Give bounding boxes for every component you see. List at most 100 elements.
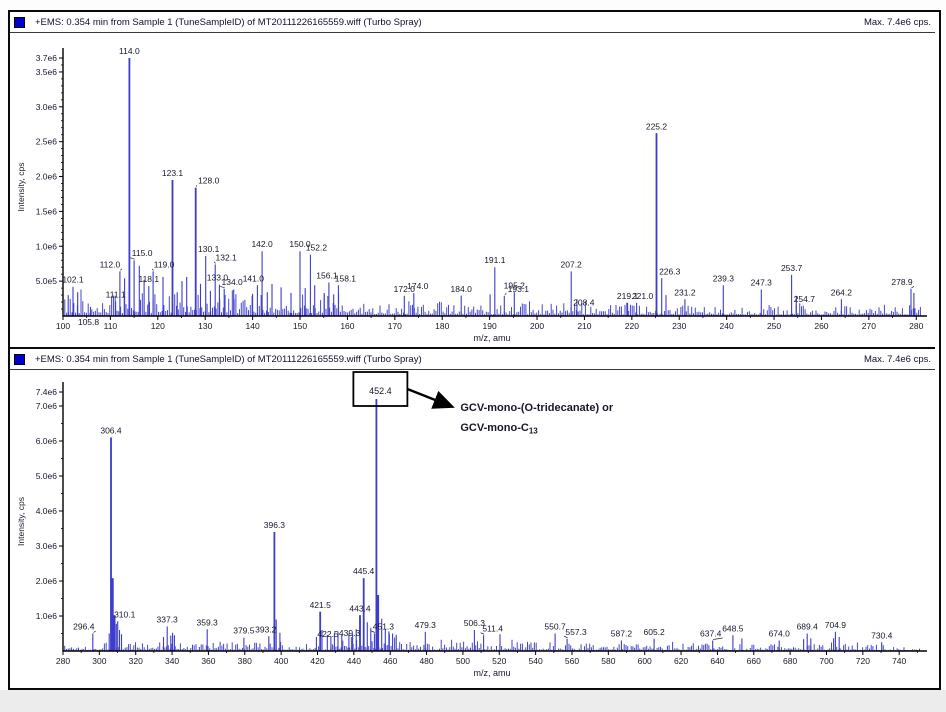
svg-text:280: 280 (56, 656, 70, 666)
svg-text:3.7e6: 3.7e6 (36, 53, 58, 63)
svg-text:560: 560 (565, 656, 579, 666)
svg-text:207.2: 207.2 (561, 259, 583, 269)
svg-text:7.0e6: 7.0e6 (36, 401, 58, 411)
svg-text:1.5e6: 1.5e6 (36, 206, 58, 216)
svg-text:640: 640 (710, 656, 724, 666)
svg-text:4.0e6: 4.0e6 (36, 506, 58, 516)
svg-text:130.1: 130.1 (198, 244, 220, 254)
svg-text:152.2: 152.2 (306, 243, 328, 253)
svg-text:119.0: 119.0 (154, 259, 175, 269)
svg-text:689.4: 689.4 (797, 622, 819, 632)
svg-text:5.0e5: 5.0e5 (36, 276, 58, 286)
svg-text:253.7: 253.7 (781, 263, 803, 273)
spectra-frame: +EMS: 0.354 min from Sample 1 (TuneSampl… (8, 10, 941, 690)
svg-text:730.4: 730.4 (871, 630, 893, 640)
svg-text:400: 400 (274, 656, 288, 666)
svg-text:123.1: 123.1 (162, 168, 184, 178)
max-intensity-label: Max. 7.4e6 cps. (863, 16, 931, 28)
svg-text:240: 240 (720, 321, 734, 331)
svg-text:306.4: 306.4 (100, 426, 122, 436)
svg-text:m/z, amu: m/z, amu (473, 668, 510, 678)
svg-text:460: 460 (383, 656, 397, 666)
svg-text:421.5: 421.5 (310, 600, 332, 610)
svg-text:250: 250 (767, 321, 781, 331)
svg-text:225.2: 225.2 (646, 121, 668, 131)
svg-text:740: 740 (892, 656, 906, 666)
svg-text:479.3: 479.3 (415, 620, 437, 630)
svg-text:226.3: 226.3 (659, 266, 681, 276)
svg-text:587.2: 587.2 (611, 629, 633, 639)
svg-text:120: 120 (151, 321, 165, 331)
svg-text:511.4: 511.4 (482, 623, 503, 633)
svg-text:380: 380 (238, 656, 252, 666)
svg-text:GCV-mono-(O-tridecanate) or: GCV-mono-(O-tridecanate) or (460, 402, 614, 414)
svg-text:239.3: 239.3 (713, 273, 735, 283)
mass-spectrum-plot-top[interactable]: 3.7e6 3.5e6 3.0e6 2.5e6 2.0e6 1.5e6 1.0e6 5.0e5… (10, 33, 935, 347)
svg-text:3.5e6: 3.5e6 (36, 67, 58, 77)
svg-text:133.0: 133.0 (207, 273, 229, 283)
svg-text:605.2: 605.2 (644, 627, 666, 637)
svg-text:379.5: 379.5 (233, 626, 255, 636)
svg-text:172.0: 172.0 (394, 284, 416, 294)
svg-text:359.3: 359.3 (197, 617, 219, 627)
svg-text:200: 200 (530, 321, 544, 331)
mass-spectrum-plot-bottom[interactable]: 7.4e6 7.0e6 6.0e6 5.0e6 4.0e6 3.0e6 2.0e6 1.0e6… (10, 370, 935, 686)
svg-text:Intensity, cps: Intensity, cps (16, 497, 26, 546)
spectrum-header-top: +EMS: 0.354 min from Sample 1 (TuneSampl… (10, 12, 935, 33)
spectrum-icon (14, 353, 25, 365)
svg-text:7.4e6: 7.4e6 (36, 387, 58, 397)
svg-text:118.1: 118.1 (138, 274, 159, 284)
svg-text:GCV-mono-C13: GCV-mono-C13 (460, 422, 538, 436)
svg-text:340: 340 (165, 656, 179, 666)
svg-text:674.0: 674.0 (769, 629, 791, 639)
svg-text:140: 140 (246, 321, 260, 331)
svg-text:150: 150 (293, 321, 307, 331)
svg-text:2.5e6: 2.5e6 (36, 137, 58, 147)
svg-text:480: 480 (419, 656, 433, 666)
svg-text:105.8: 105.8 (78, 317, 100, 327)
svg-text:208.4: 208.4 (573, 297, 595, 307)
svg-text:221.0: 221.0 (632, 291, 654, 301)
svg-text:337.3: 337.3 (157, 615, 179, 625)
svg-text:620: 620 (674, 656, 688, 666)
spectrum-panel-bottom: +EMS: 0.354 min from Sample 1 (TuneSampl… (10, 349, 935, 686)
svg-text:393.2: 393.2 (255, 624, 277, 634)
svg-text:720: 720 (856, 656, 870, 666)
svg-text:443.4: 443.4 (349, 603, 371, 613)
svg-text:540: 540 (529, 656, 543, 666)
svg-text:440: 440 (347, 656, 361, 666)
svg-text:439.3: 439.3 (339, 628, 361, 638)
svg-text:111.1: 111.1 (106, 289, 126, 299)
svg-text:102.1: 102.1 (62, 275, 84, 285)
spectrum-title: +EMS: 0.354 min from Sample 1 (TuneSampl… (35, 16, 422, 28)
svg-text:3.0e6: 3.0e6 (36, 102, 58, 112)
spectrum-icon (14, 16, 25, 28)
svg-text:637.4: 637.4 (700, 629, 722, 639)
svg-text:247.3: 247.3 (751, 278, 773, 288)
svg-text:231.2: 231.2 (674, 287, 696, 297)
svg-text:396.3: 396.3 (264, 520, 286, 530)
svg-text:700: 700 (819, 656, 833, 666)
svg-text:704.9: 704.9 (825, 620, 847, 630)
svg-text:550.7: 550.7 (544, 622, 566, 632)
svg-text:141.0: 141.0 (243, 273, 265, 283)
svg-text:660: 660 (747, 656, 761, 666)
svg-text:422.5: 422.5 (317, 629, 339, 639)
svg-text:557.3: 557.3 (565, 627, 587, 637)
svg-text:170: 170 (388, 321, 402, 331)
svg-text:128.0: 128.0 (198, 176, 220, 186)
svg-text:158.1: 158.1 (335, 273, 357, 283)
svg-text:195.2: 195.2 (504, 280, 526, 290)
svg-text:142.0: 142.0 (251, 239, 273, 249)
svg-text:280: 280 (909, 321, 923, 331)
svg-text:180: 180 (435, 321, 449, 331)
spectrum-title: +EMS: 0.354 min from Sample 1 (TuneSampl… (35, 353, 422, 365)
svg-text:193.1: 193.1 (508, 284, 530, 294)
spectrum-panel-top: +EMS: 0.354 min from Sample 1 (TuneSampl… (10, 12, 935, 347)
svg-text:1.0e6: 1.0e6 (36, 611, 58, 621)
svg-text:150.0: 150.0 (289, 239, 311, 249)
svg-text:445.4: 445.4 (353, 566, 375, 576)
svg-text:m/z, amu: m/z, amu (473, 333, 510, 343)
svg-text:506.3: 506.3 (464, 618, 486, 628)
